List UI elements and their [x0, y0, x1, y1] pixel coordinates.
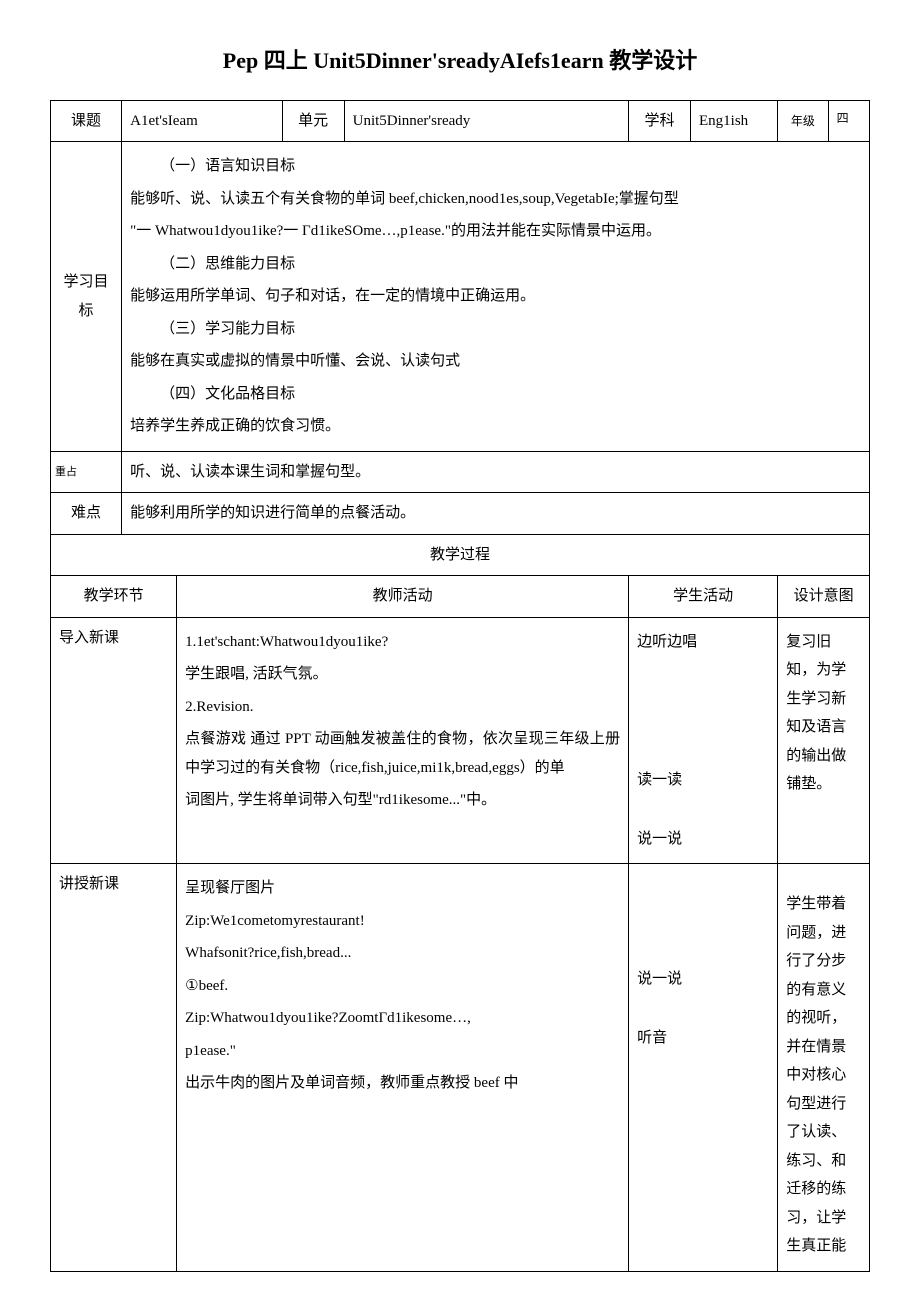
goal-sec1-body1: 能够听、说、认读五个有关食物的单词 beef,chicken,nood1es,s…	[130, 185, 861, 214]
teach-intent: 学生带着问题，进行了分步的有意义的视听，并在情景中对核心句型进行了认读、练习、和…	[778, 864, 870, 1272]
goal-sec4-title: （四）文化品格目标	[130, 380, 861, 409]
xueke-label: 学科	[629, 100, 691, 142]
intro-t3: 2.Revision.	[185, 693, 620, 722]
zhongdian-row: 重占 听、说、认读本课生词和掌握句型。	[51, 451, 870, 493]
teach-stage: 讲授新课	[51, 864, 177, 1272]
nandian-label: 难点	[51, 493, 122, 535]
intro-intent: 复习旧知，为学生学习新知及语言的输出做铺垫。	[778, 617, 870, 864]
goals-content: （一）语言知识目标 能够听、说、认读五个有关食物的单词 beef,chicken…	[122, 142, 870, 452]
teach-t3: Whafsonit?rice,fish,bread...	[185, 939, 620, 968]
keti-value: A1et'sIeam	[122, 100, 283, 142]
teach-t1: 呈现餐厅图片	[185, 874, 620, 903]
goal-sec1-body2: "一 Whatwou1dyou1ike?一 Γd1ikeSOme…,p1ease…	[130, 217, 861, 246]
intro-t1: 1.1et'schant:Whatwou1dyou1ike?	[185, 628, 620, 657]
teach-student: 说一说 听音	[629, 864, 778, 1272]
teach-i1: 学生带着问题，进行了分步的有意义的视听，并在情景中对核心句型进行了认读、练习、和…	[786, 890, 861, 1261]
teach-teacher: 呈现餐厅图片 Zip:We1cometomyrestaurant! Whafso…	[177, 864, 629, 1272]
teach-s2: 听音	[637, 1024, 769, 1053]
process-header: 教学过程	[51, 534, 870, 576]
intro-row: 导入新课 1.1et'schant:Whatwou1dyou1ike? 学生跟唱…	[51, 617, 870, 864]
goal-sec2-title: （二）思维能力目标	[130, 250, 861, 279]
goal-sec4-body: 培养学生养成正确的饮食习惯。	[130, 412, 861, 441]
teach-t7: 出示牛肉的图片及单词音频，教师重点教授 beef 中	[185, 1069, 620, 1098]
intro-s3: 说一说	[637, 825, 769, 854]
col-stage: 教学环节	[51, 576, 177, 618]
zhongdian-label: 重占	[51, 451, 122, 493]
nandian-value: 能够利用所学的知识进行简单的点餐活动。	[122, 493, 870, 535]
goal-sec3-body: 能够在真实或虚拟的情景中听懂、会说、认读句式	[130, 347, 861, 376]
col-student: 学生活动	[629, 576, 778, 618]
process-header-row: 教学过程	[51, 534, 870, 576]
col-intent: 设计意图	[778, 576, 870, 618]
teach-t5: Zip:Whatwou1dyou1ike?ZoomtΓd1ikesome…,	[185, 1004, 620, 1033]
xueke-value: Eng1ish	[691, 100, 778, 142]
goal-sec1-title: （一）语言知识目标	[130, 152, 861, 181]
intro-i1: 复习旧知，为学生学习新知及语言的输出做铺垫。	[786, 628, 861, 799]
teach-t6: p1ease."	[185, 1037, 620, 1066]
info-row: 课题 A1et'sIeam 单元 Unit5Dinner'sready 学科 E…	[51, 100, 870, 142]
keti-label: 课题	[51, 100, 122, 142]
goals-label: 学习目标	[51, 142, 122, 452]
intro-student: 边听边唱 读一读 说一说	[629, 617, 778, 864]
intro-t2: 学生跟唱, 活跃气氛。	[185, 660, 620, 689]
nianji-label: 年级	[778, 100, 828, 142]
teach-t2: Zip:We1cometomyrestaurant!	[185, 907, 620, 936]
teach-s1: 说一说	[637, 965, 769, 994]
teach-row: 讲授新课 呈现餐厅图片 Zip:We1cometomyrestaurant! W…	[51, 864, 870, 1272]
nandian-row: 难点 能够利用所学的知识进行简单的点餐活动。	[51, 493, 870, 535]
intro-s2: 读一读	[637, 766, 769, 795]
teach-t4: ①beef.	[185, 972, 620, 1001]
page-title: Pep 四上 Unit5Dinner'sreadyAIefs1earn 教学设计	[50, 40, 870, 82]
danyuan-value: Unit5Dinner'sready	[344, 100, 628, 142]
zhongdian-value: 听、说、认读本课生词和掌握句型。	[122, 451, 870, 493]
intro-stage: 导入新课	[51, 617, 177, 864]
col-teacher: 教师活动	[177, 576, 629, 618]
lesson-plan-table: 课题 A1et'sIeam 单元 Unit5Dinner'sready 学科 E…	[50, 100, 870, 1272]
intro-t4: 点餐游戏 通过 PPT 动画触发被盖住的食物，依次呈现三年级上册中学习过的有关食…	[185, 725, 620, 782]
intro-teacher: 1.1et'schant:Whatwou1dyou1ike? 学生跟唱, 活跃气…	[177, 617, 629, 864]
intro-t5: 词图片, 学生将单词带入句型"rd1ikesome..."中。	[185, 786, 620, 815]
goal-sec3-title: （三）学习能力目标	[130, 315, 861, 344]
danyuan-label: 单元	[282, 100, 344, 142]
goals-row: 学习目标 （一）语言知识目标 能够听、说、认读五个有关食物的单词 beef,ch…	[51, 142, 870, 452]
intro-s1: 边听边唱	[637, 628, 769, 657]
columns-row: 教学环节 教师活动 学生活动 设计意图	[51, 576, 870, 618]
nianji-value: 四	[828, 100, 869, 142]
goal-sec2-body: 能够运用所学单词、句子和对话，在一定的情境中正确运用。	[130, 282, 861, 311]
